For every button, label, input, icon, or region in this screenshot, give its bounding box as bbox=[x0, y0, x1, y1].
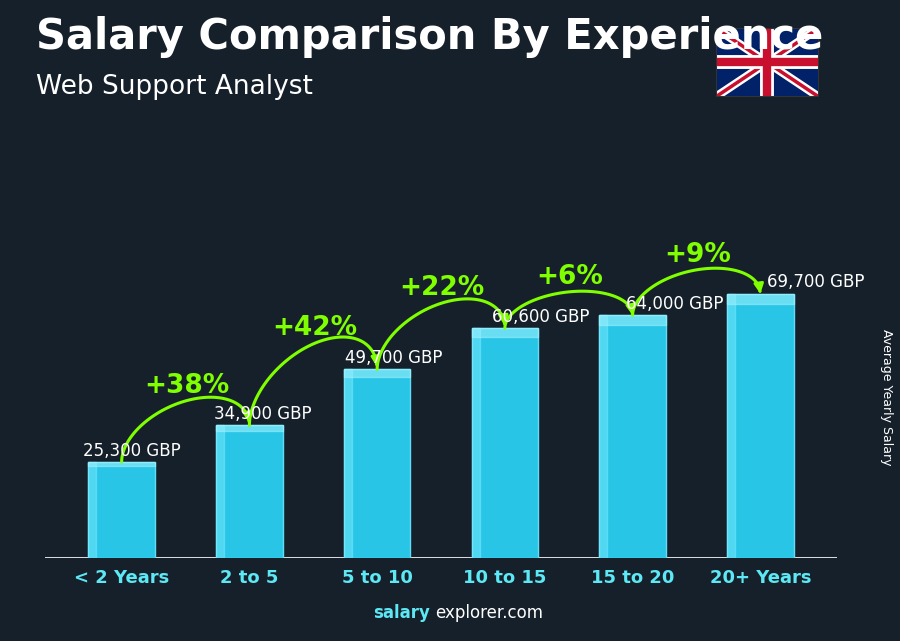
Text: Web Support Analyst: Web Support Analyst bbox=[36, 74, 313, 100]
Text: 69,700 GBP: 69,700 GBP bbox=[767, 274, 864, 292]
Bar bbox=[727, 294, 794, 558]
Text: explorer.com: explorer.com bbox=[435, 604, 543, 622]
Bar bbox=[216, 426, 283, 558]
Bar bbox=[599, 315, 608, 558]
Bar bbox=[344, 369, 410, 377]
Text: 34,900 GBP: 34,900 GBP bbox=[213, 405, 311, 423]
Bar bbox=[599, 315, 666, 325]
Bar bbox=[88, 462, 155, 558]
Bar bbox=[88, 462, 96, 558]
Text: Salary Comparison By Experience: Salary Comparison By Experience bbox=[36, 16, 824, 58]
Bar bbox=[727, 294, 794, 304]
Bar bbox=[472, 328, 538, 558]
Bar bbox=[727, 294, 735, 558]
Bar bbox=[472, 328, 538, 337]
Text: +42%: +42% bbox=[272, 315, 357, 342]
Text: salary: salary bbox=[374, 604, 430, 622]
Text: +38%: +38% bbox=[144, 372, 230, 399]
Bar bbox=[472, 328, 480, 558]
Bar bbox=[216, 426, 283, 431]
Text: 25,300 GBP: 25,300 GBP bbox=[84, 442, 181, 460]
Text: Average Yearly Salary: Average Yearly Salary bbox=[880, 329, 893, 465]
Bar bbox=[216, 426, 224, 558]
Text: +6%: +6% bbox=[536, 264, 603, 290]
Text: +9%: +9% bbox=[664, 242, 731, 268]
Text: 49,700 GBP: 49,700 GBP bbox=[346, 349, 443, 367]
Bar bbox=[599, 315, 666, 558]
Text: +22%: +22% bbox=[400, 275, 485, 301]
Bar bbox=[344, 369, 352, 558]
Text: 64,000 GBP: 64,000 GBP bbox=[626, 295, 724, 313]
Bar bbox=[88, 462, 155, 465]
Bar bbox=[344, 369, 410, 558]
Text: 60,600 GBP: 60,600 GBP bbox=[492, 308, 590, 326]
